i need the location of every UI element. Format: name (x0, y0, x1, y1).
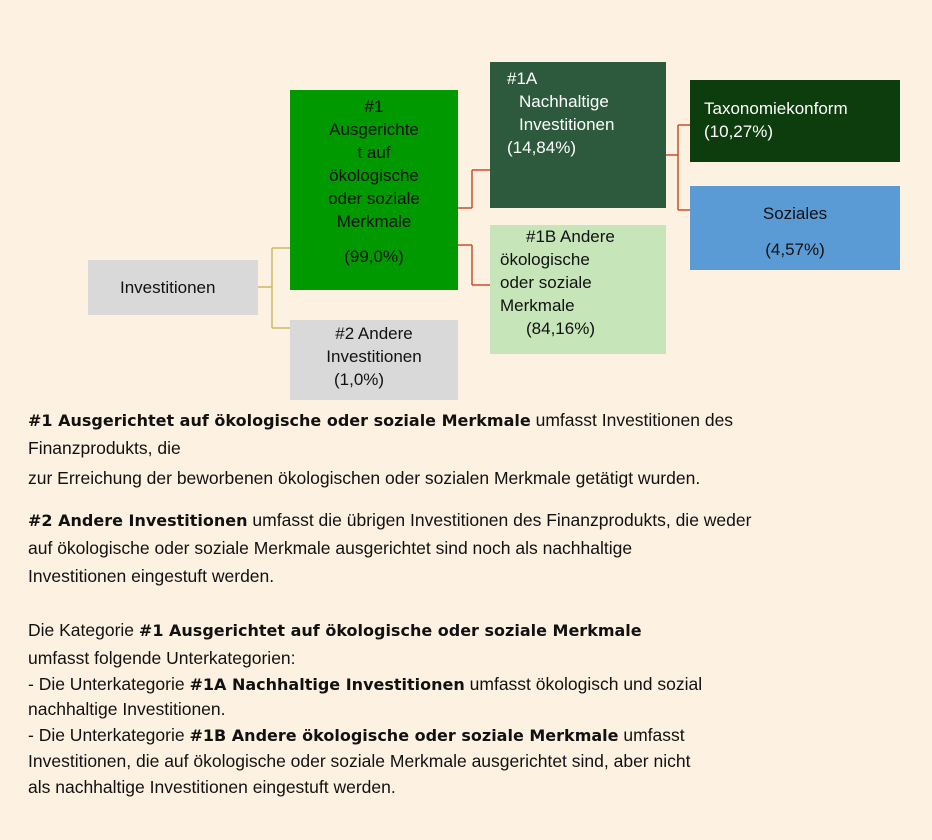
bold-text: #1B Andere ökologische oder soziale Merk… (189, 726, 619, 745)
text-line: zur Erreichung der beworbenen ökologisch… (28, 468, 700, 489)
node-investitionen: Investitionen (88, 260, 258, 315)
text-line: nachhaltige Investitionen. (28, 699, 226, 720)
text: - Die Unterkategorie (28, 725, 185, 745)
text: als nachhaltige Investitionen eingestuft… (28, 777, 396, 797)
connectors (258, 124, 690, 329)
text-line: umfasst folgende Unterkategorien: (28, 648, 296, 669)
connector-investitionen (258, 247, 290, 329)
text-line: - Die Unterkategorie #1B Andere ökologis… (28, 725, 685, 746)
text: umfasst ökologisch und sozial (469, 674, 703, 694)
text-line: auf ökologische oder soziale Merkmale au… (28, 538, 632, 559)
node-1: #1 Ausgerichte t auf ökologische oder sozi… (290, 90, 458, 290)
text-line: - Die Unterkategorie #1A Nachhaltige Inv… (28, 674, 702, 695)
text: zur Erreichung der beworbenen ökologisch… (28, 468, 701, 488)
text-line: #2 Andere Investitionen umfasst die übri… (28, 510, 751, 531)
text-line: Die Kategorie #1 Ausgerichtet auf ökolog… (28, 620, 642, 641)
bold-text: #1 Ausgerichtet auf ökologische oder soz… (28, 411, 531, 430)
text-line: #1 Ausgerichtet auf ökologische oder soz… (28, 410, 733, 431)
text-line: Investitionen eingestuft werden. (28, 566, 274, 587)
bold-text: #1A Nachhaltige Investitionen (189, 675, 465, 694)
text: Investitionen eingestuft werden. (28, 566, 275, 586)
connector-1a (666, 124, 690, 211)
text: Die Kategorie (28, 620, 135, 640)
text: nachhaltige Investitionen. (28, 699, 226, 719)
text-line: als nachhaltige Investitionen eingestuft… (28, 777, 396, 798)
text: Finanzprodukts, die (28, 438, 181, 458)
text: umfasst die übrigen Investitionen des Fi… (252, 510, 752, 530)
text: umfasst folgende Unterkategorien: (28, 648, 296, 668)
text: umfasst (623, 725, 685, 745)
text: auf ökologische oder soziale Merkmale au… (28, 538, 633, 558)
bold-text: #2 Andere Investitionen (28, 511, 248, 530)
text-line: Finanzprodukts, die (28, 438, 181, 459)
bold-text: #1 Ausgerichtet auf ökologische oder soz… (138, 621, 642, 640)
text-line: Investitionen, die auf ökologische oder … (28, 751, 690, 772)
node-1a: #1A Nachhaltige Investitionen (14,84%) (490, 62, 666, 208)
node-2: #2 Andere Investitionen (1,0%) (290, 320, 458, 400)
connector-1 (458, 169, 490, 286)
text: Investitionen, die auf ökologische oder … (28, 751, 691, 771)
node-taxonomie: Taxonomiekonform (10,27%) (690, 80, 900, 162)
text: - Die Unterkategorie (28, 674, 185, 694)
node-1b: #1B Andere ökologische oder soziale Merk… (490, 225, 666, 354)
node-soziales: Soziales (4,57%) (690, 186, 900, 270)
text: umfasst Investitionen des (535, 410, 734, 430)
